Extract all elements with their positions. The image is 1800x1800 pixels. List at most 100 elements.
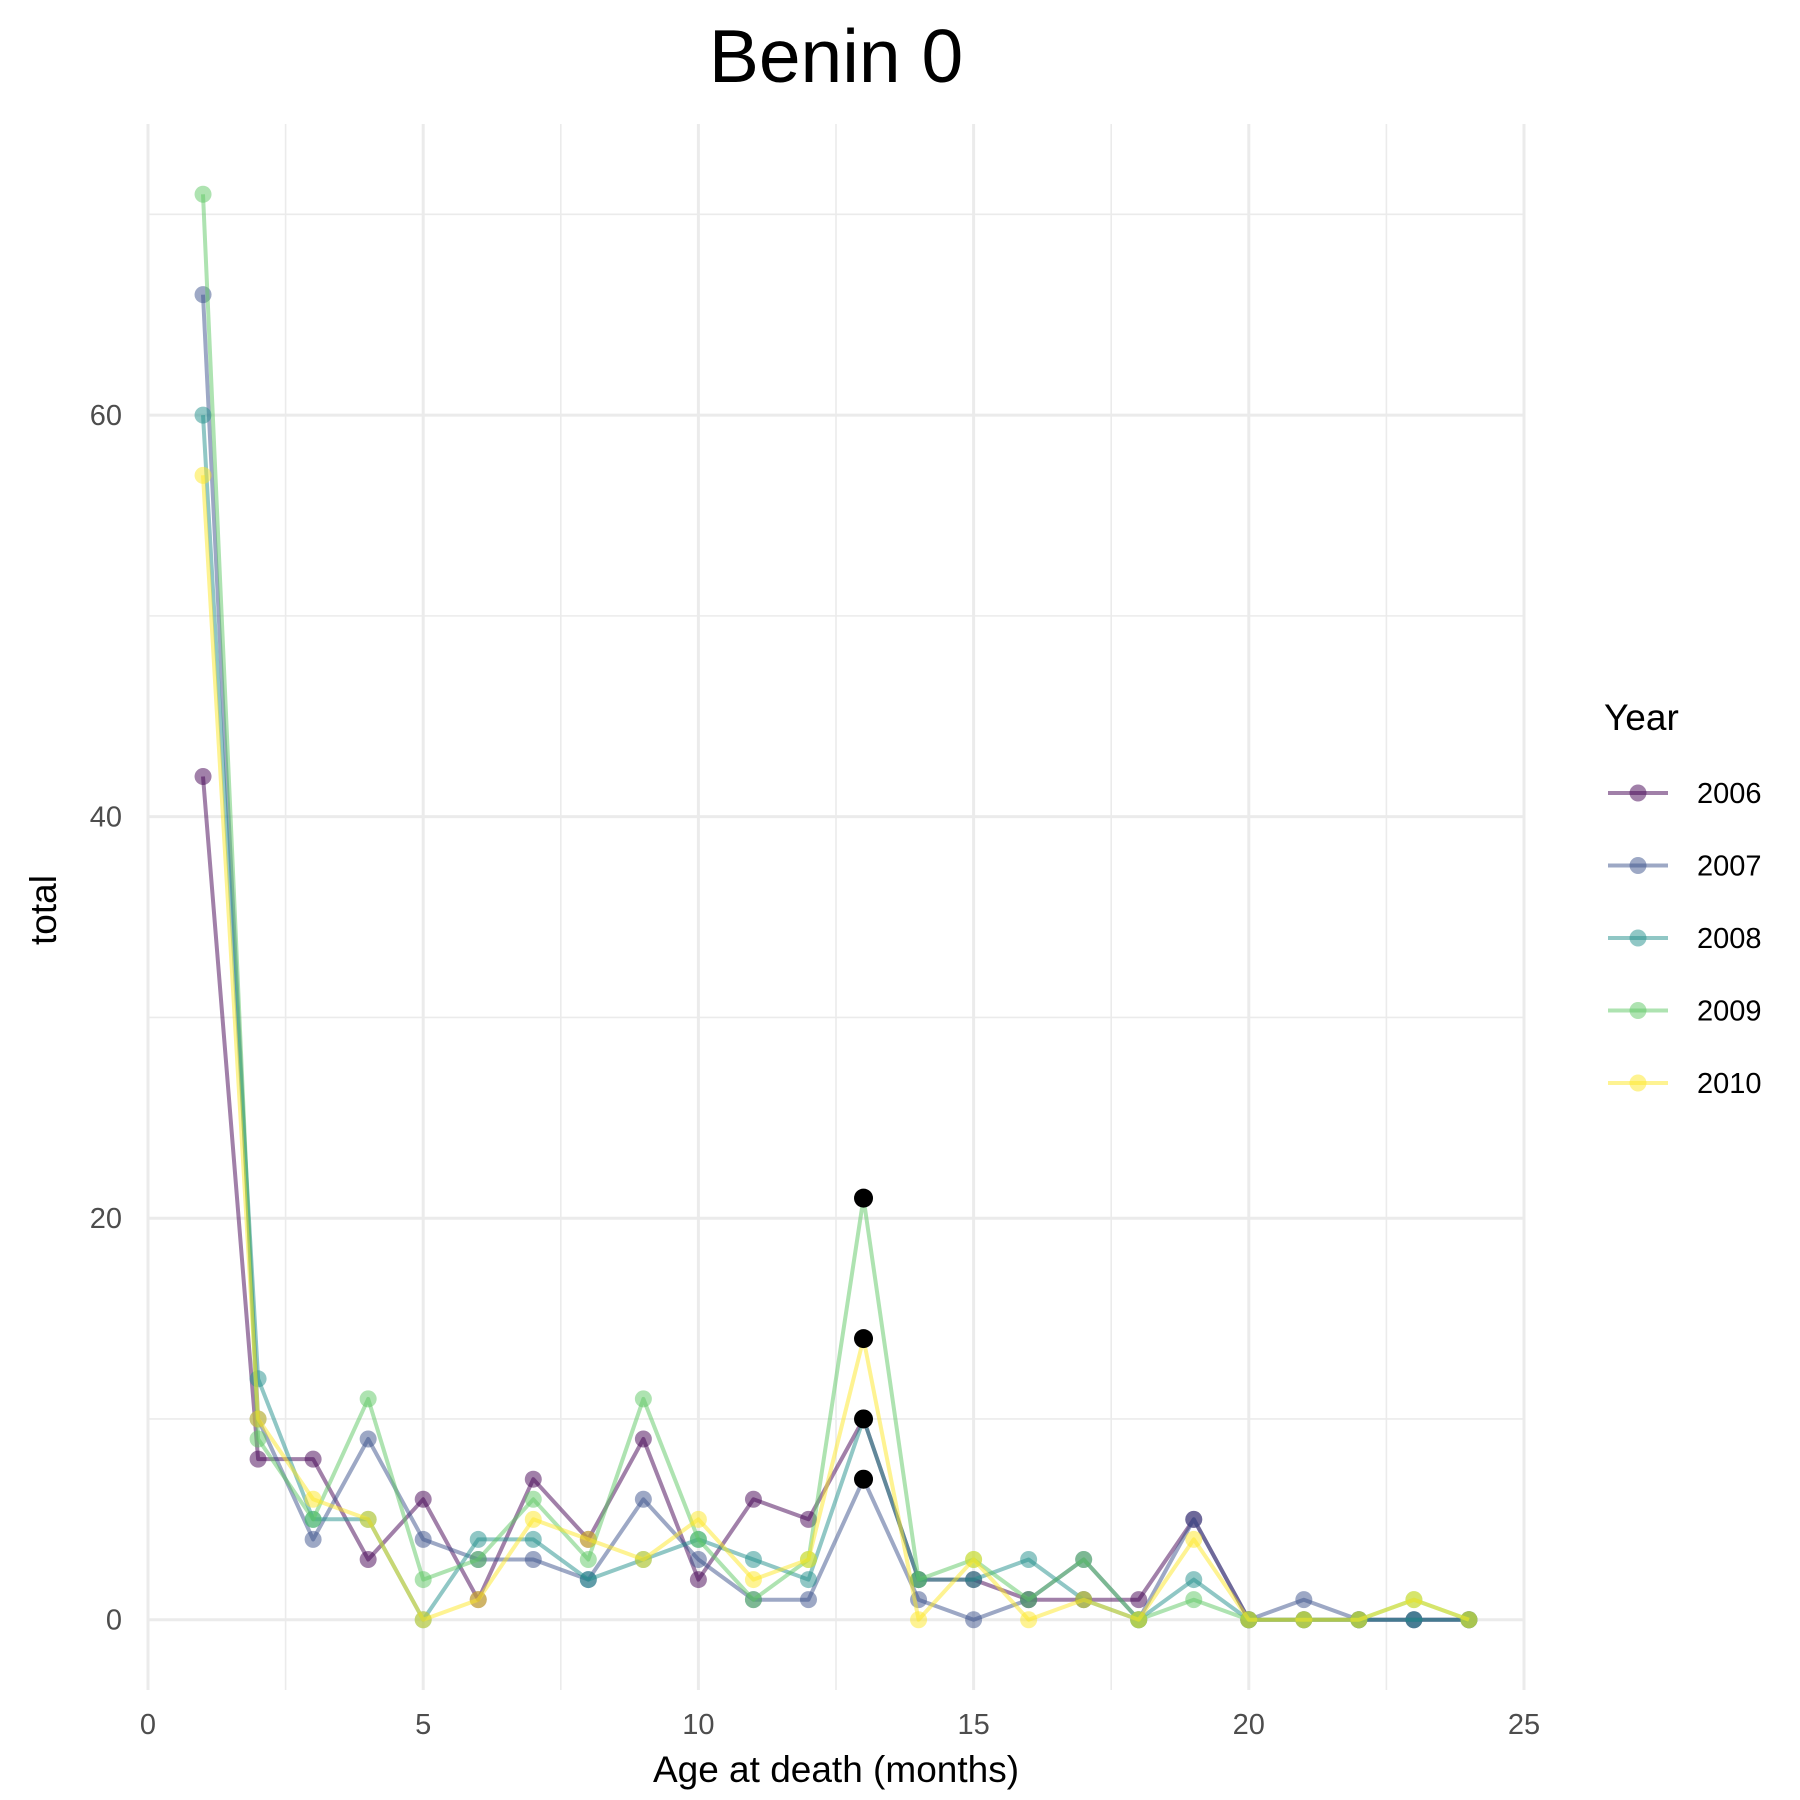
data-point: [634, 1490, 652, 1508]
legend-item-2008: 2008: [1608, 923, 1762, 955]
data-point: [1350, 1611, 1368, 1629]
data-point: [249, 1430, 267, 1448]
data-point: [634, 1551, 652, 1568]
y-axis-label: total: [23, 875, 64, 945]
data-point: [249, 1450, 267, 1468]
data-point: [469, 1551, 487, 1568]
highlight-layer: [854, 1188, 874, 1489]
data-point: [965, 1571, 983, 1589]
data-point: [194, 768, 212, 785]
legend-item-2010: 2010: [1608, 1068, 1762, 1100]
data-point: [1130, 1611, 1148, 1629]
data-point: [469, 1591, 487, 1609]
data-point: [524, 1490, 542, 1508]
legend-title: Year: [1604, 697, 1679, 738]
data-point: [634, 1390, 652, 1408]
data-point: [1405, 1611, 1423, 1629]
legend-key-point: [1629, 784, 1647, 802]
data-point: [1020, 1591, 1038, 1609]
legend-key-point: [1629, 1074, 1647, 1092]
data-point: [194, 406, 212, 424]
data-point: [304, 1450, 322, 1468]
data-point: [304, 1510, 322, 1528]
data-point: [1295, 1611, 1313, 1629]
data-point: [689, 1510, 707, 1528]
data-point: [689, 1551, 707, 1568]
legend-item-2009: 2009: [1608, 996, 1762, 1028]
legend-label: 2010: [1697, 1068, 1762, 1100]
legend-key-point: [1629, 1002, 1647, 1019]
data-point: [524, 1551, 542, 1568]
data-point: [744, 1490, 762, 1508]
x-tick-label: 20: [1233, 1709, 1265, 1741]
data-point: [579, 1530, 597, 1548]
series-line: [201, 475, 1470, 1622]
data-point: [910, 1571, 928, 1589]
data-point: [799, 1591, 817, 1609]
data-point: [359, 1390, 377, 1408]
data-point: [1460, 1611, 1478, 1629]
grid: [146, 124, 1526, 1690]
data-point: [414, 1530, 432, 1548]
data-point: [1405, 1591, 1423, 1609]
data-point: [579, 1571, 597, 1589]
data-point: [744, 1571, 762, 1589]
data-point: [414, 1611, 432, 1629]
data-point: [524, 1470, 542, 1488]
legend-item-2007: 2007: [1608, 851, 1762, 883]
data-point: [965, 1611, 983, 1629]
x-tick-label: 25: [1508, 1709, 1540, 1741]
y-tick-label: 0: [106, 1605, 122, 1637]
legend-label: 2009: [1697, 996, 1762, 1028]
data-point: [414, 1490, 432, 1508]
data-point: [799, 1571, 817, 1589]
data-point: [1185, 1510, 1203, 1528]
data-point: [194, 185, 212, 203]
legend-item-2006: 2006: [1608, 778, 1762, 810]
data-point: [1185, 1530, 1203, 1548]
legend-label: 2006: [1697, 778, 1762, 810]
data-point: [304, 1490, 322, 1508]
legend-label: 2008: [1697, 923, 1762, 955]
data-point: [634, 1430, 652, 1448]
data-point: [965, 1551, 983, 1568]
data-point: [689, 1571, 707, 1589]
x-tick-label: 15: [957, 1709, 989, 1741]
data-point: [1185, 1571, 1203, 1589]
data-point: [359, 1551, 377, 1568]
data-point: [579, 1551, 597, 1568]
chart-title: Benin 0: [709, 14, 963, 98]
highlight-point: [854, 1188, 874, 1208]
data-point: [1020, 1551, 1038, 1568]
y-tick-label: 20: [90, 1203, 122, 1235]
data-point: [524, 1510, 542, 1528]
legend: Year 2006 2007 2008 2009 2010: [1604, 697, 1762, 1100]
data-point: [359, 1430, 377, 1448]
data-point: [249, 1410, 267, 1428]
data-point: [1020, 1611, 1038, 1629]
highlight-point: [854, 1409, 874, 1429]
data-point: [1295, 1591, 1313, 1609]
data-point: [414, 1571, 432, 1589]
data-point: [744, 1591, 762, 1609]
data-point: [910, 1611, 928, 1629]
legend-key-point: [1629, 929, 1647, 947]
data-point: [1130, 1591, 1148, 1609]
data-point: [359, 1510, 377, 1528]
data-point: [744, 1551, 762, 1568]
data-point: [524, 1530, 542, 1548]
highlight-point: [854, 1469, 874, 1489]
data-point: [1075, 1551, 1093, 1568]
y-tick-label: 40: [90, 802, 122, 834]
tick-layer: 0 5 10 15 20 25 0 20 40 60: [90, 400, 1540, 1741]
x-tick-label: 10: [682, 1709, 714, 1741]
highlight-point: [854, 1329, 874, 1349]
data-point: [1240, 1611, 1258, 1629]
legend-key-point: [1629, 857, 1647, 874]
data-point: [1075, 1591, 1093, 1609]
data-point: [304, 1530, 322, 1548]
x-axis-label: Age at death (months): [653, 1749, 1019, 1790]
x-tick-label: 5: [415, 1709, 431, 1741]
y-tick-label: 60: [90, 400, 122, 432]
